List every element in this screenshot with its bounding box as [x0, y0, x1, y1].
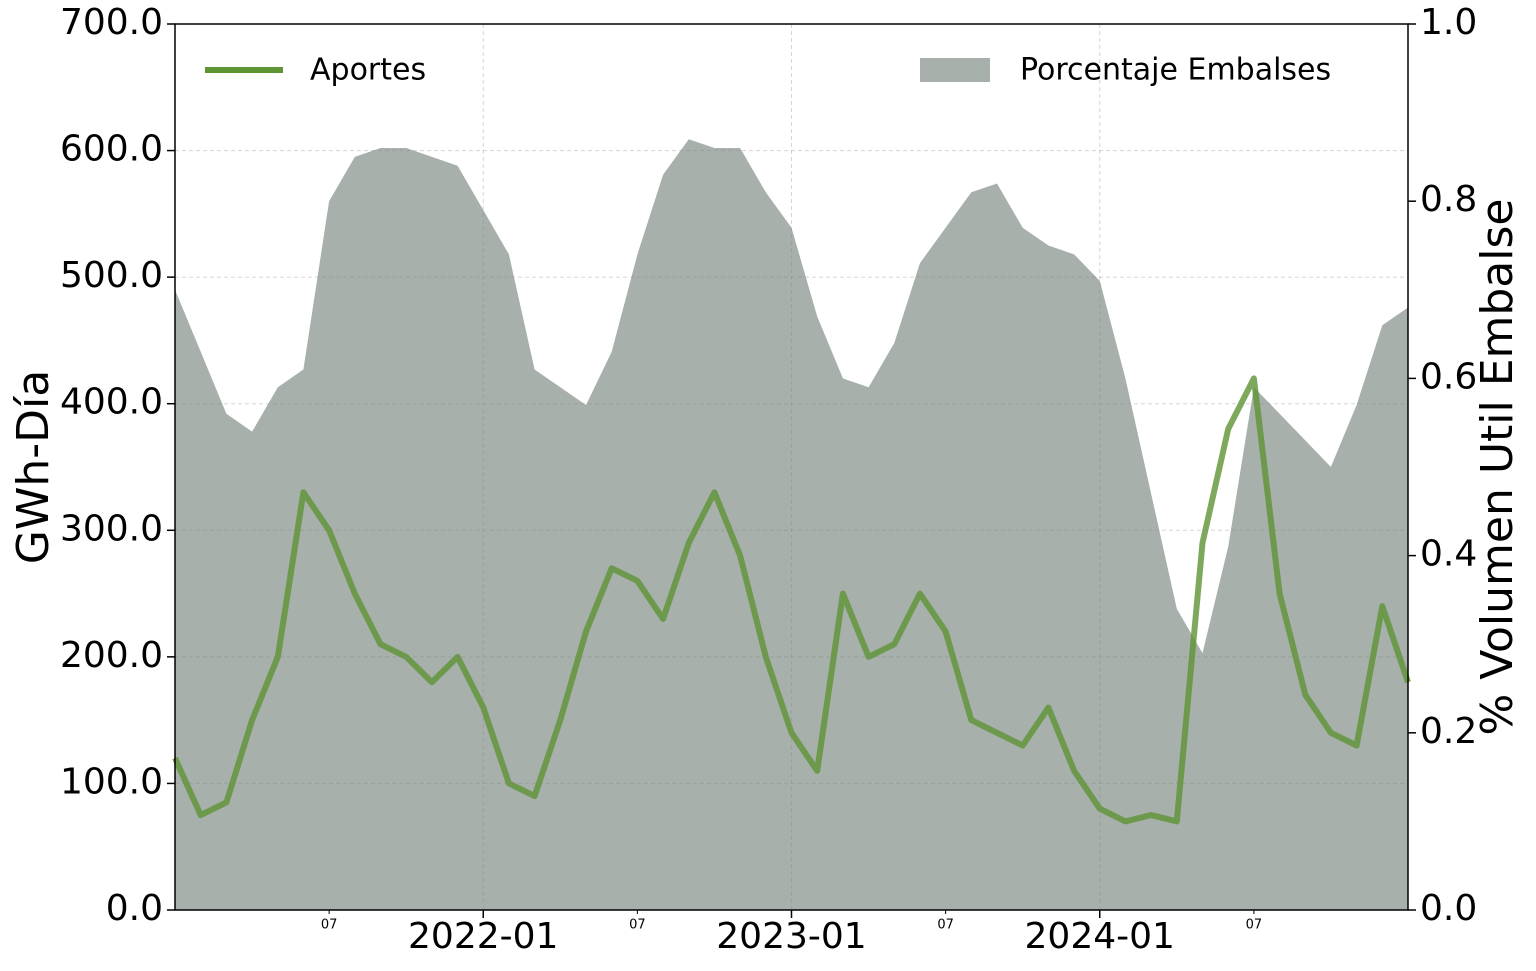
- x-minor-tick-label: 07: [629, 918, 646, 933]
- x-tick-label: 2024-01: [1025, 916, 1175, 957]
- y2-tick-label: 1.0: [1420, 2, 1477, 43]
- y2-tick-label: 0.4: [1420, 534, 1477, 575]
- x-minor-tick-label: 07: [321, 918, 338, 933]
- y-tick-label: 100.0: [60, 761, 163, 802]
- x-minor-tick-label: 07: [1246, 918, 1263, 933]
- line: [172, 375, 1411, 825]
- legend-swatch: [920, 58, 990, 82]
- y-tick-label: 400.0: [60, 382, 163, 423]
- area: [175, 139, 1408, 910]
- x-minor-tick-label: 07: [937, 918, 954, 933]
- legend-label: Aportes: [310, 53, 426, 88]
- x-tick-label: 2022-01: [408, 916, 558, 957]
- y-tick-label: 300.0: [60, 508, 163, 549]
- y-tick-label: 0.0: [106, 888, 163, 929]
- y2-tick-label: 0.0: [1420, 888, 1477, 929]
- y2-tick-label: 0.8: [1420, 179, 1477, 220]
- y-tick-label: 500.0: [60, 255, 163, 296]
- y2-axis-label: % Volumen Util Embalse: [1472, 199, 1523, 736]
- y-tick-label: 600.0: [60, 129, 163, 170]
- legend-label: Porcentaje Embalses: [1020, 53, 1331, 88]
- y-tick-label: 700.0: [60, 2, 163, 43]
- y-tick-label: 200.0: [60, 635, 163, 676]
- plot-frame: [174, 23, 1409, 911]
- y2-tick-label: 0.2: [1420, 711, 1477, 752]
- y-axis-label: GWh-Día: [8, 370, 59, 564]
- x-tick-label: 2023-01: [716, 916, 866, 957]
- y2-tick-label: 0.6: [1420, 356, 1477, 397]
